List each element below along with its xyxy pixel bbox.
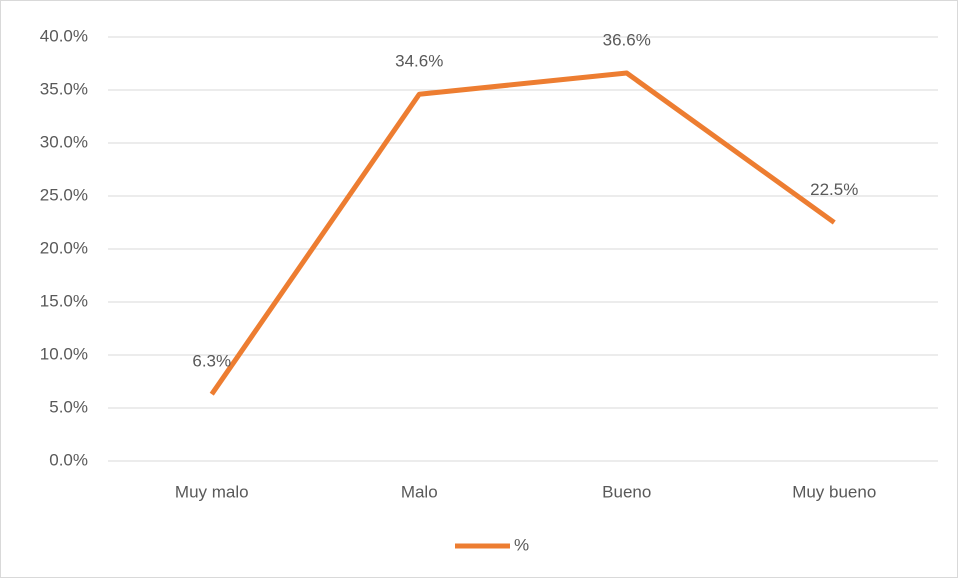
x-tick-label: Malo [401,482,438,501]
x-tick-label: Bueno [602,482,651,501]
y-tick-label: 10.0% [40,344,88,363]
legend-label: % [514,535,529,554]
y-tick-label: 30.0% [40,132,88,151]
y-tick-label: 15.0% [40,291,88,310]
x-tick-label: Muy malo [175,482,249,501]
data-label: 22.5% [810,180,858,199]
y-tick-label: 40.0% [40,26,88,45]
y-tick-label: 25.0% [40,185,88,204]
y-tick-label: 35.0% [40,79,88,98]
data-label: 34.6% [395,52,443,71]
line [209,70,836,396]
x-tick-label: Muy bueno [792,482,876,501]
data-label: 36.6% [603,31,651,50]
y-tick-label: 5.0% [49,397,88,416]
y-tick-label: 0.0% [49,450,88,469]
data-label: 6.3% [192,352,231,371]
y-tick-label: 20.0% [40,238,88,257]
